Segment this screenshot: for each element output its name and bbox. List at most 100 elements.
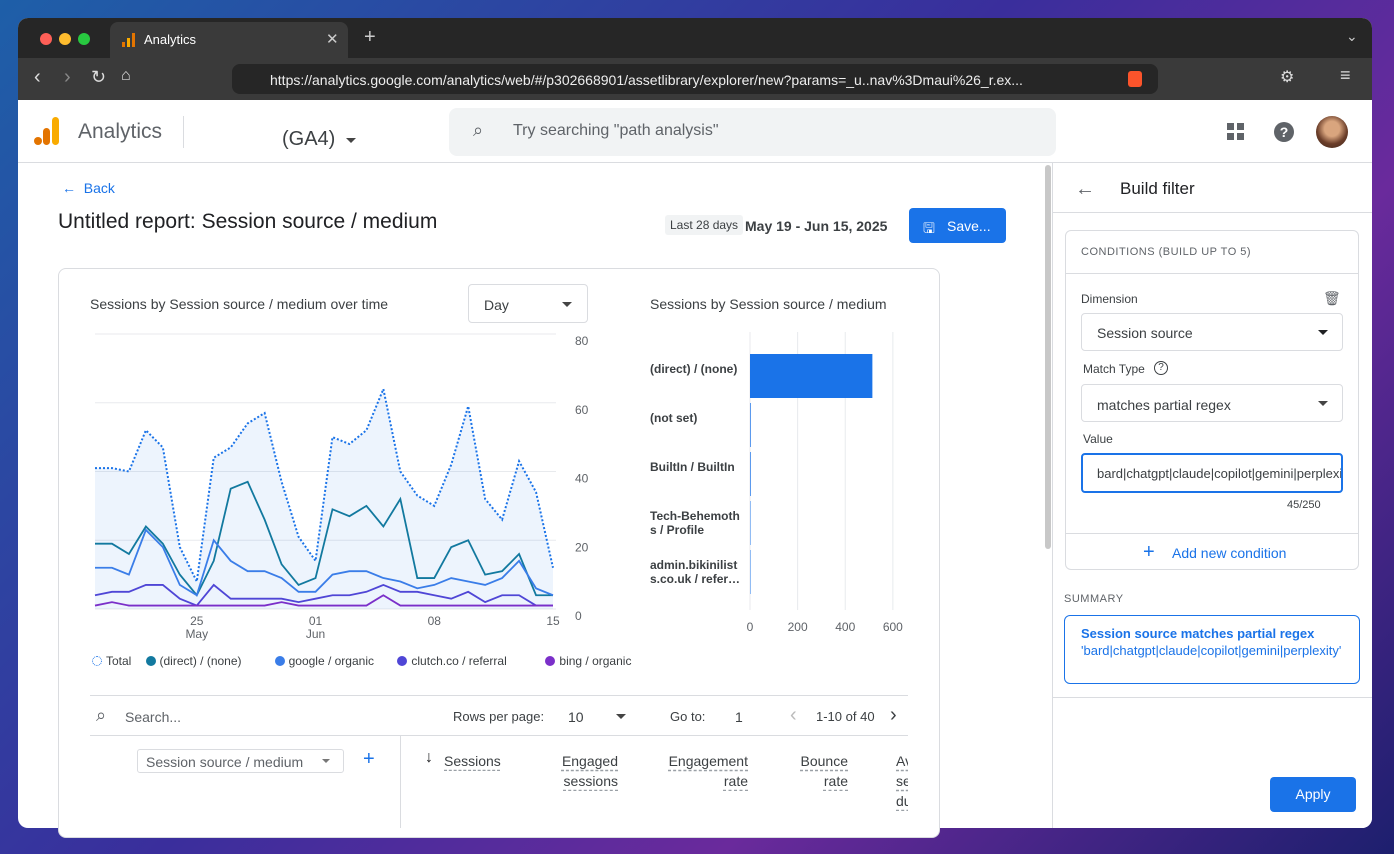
next-page[interactable]: › xyxy=(890,704,897,726)
bar-label: admin.bikinilists.co.uk / refer… xyxy=(650,558,741,586)
column-header[interactable]: Average session duration xyxy=(896,753,908,809)
app-header: Analytics (GA4) ⌕ Try searching "path an… xyxy=(18,100,1372,163)
table-search-icon: ⌕ xyxy=(96,705,107,725)
y-tick-label: 20 xyxy=(575,540,589,554)
help-icon[interactable]: ? xyxy=(1274,122,1294,142)
search-placeholder: Try searching "path analysis" xyxy=(513,122,719,139)
match-value: matches partial regex xyxy=(1097,397,1231,413)
home-btn[interactable]: ⌂ xyxy=(121,67,131,84)
legend-item: clutch.co / referral xyxy=(397,654,507,668)
back-link[interactable]: ← Back xyxy=(62,180,115,196)
column-header[interactable]: Engagement rate xyxy=(668,753,748,789)
sort-arrow: ↓ xyxy=(425,749,433,766)
apply-button[interactable]: Apply xyxy=(1270,777,1356,812)
y-tick-label: 40 xyxy=(575,472,589,486)
date-range[interactable]: May 19 - Jun 15, 2025 xyxy=(745,218,888,234)
back-btn[interactable]: ‹ xyxy=(34,66,41,88)
property[interactable]: (GA4) xyxy=(282,128,336,150)
scrollbar[interactable] xyxy=(1045,165,1051,549)
dimension-chip[interactable]: Session source / medium xyxy=(137,749,344,773)
legend-item: Total xyxy=(92,654,131,668)
series-line xyxy=(94,583,553,607)
summary-text: Session source matches partial regex xyxy=(1081,626,1315,641)
char-counter: 45/250 xyxy=(1287,499,1321,511)
panel-title: Build filter xyxy=(1120,179,1195,198)
bar xyxy=(750,452,751,496)
series-line xyxy=(95,480,553,597)
close-dot[interactable] xyxy=(40,33,52,45)
goto[interactable]: 1 xyxy=(735,709,743,725)
date-range-label: Last 28 days xyxy=(665,215,744,235)
dimension-label: Dimension xyxy=(1081,292,1138,306)
bar xyxy=(750,354,873,398)
column-header[interactable]: Sessions xyxy=(444,753,501,769)
match-type-label: Match Type xyxy=(1083,362,1145,376)
bar-label: (not set) xyxy=(650,411,698,425)
x-tick-label: 400 xyxy=(835,620,855,634)
legend-label: (direct) / (none) xyxy=(159,654,242,668)
menu[interactable]: ≡ xyxy=(1340,65,1351,85)
dimension-select[interactable]: Session source xyxy=(1081,313,1343,351)
search-icon: ⌕ xyxy=(473,120,484,140)
bar-label: BuiltIn / BuiltIn xyxy=(650,460,735,474)
save-button[interactable]: 🖫 Save... xyxy=(909,208,1006,243)
y-tick-label: 0 xyxy=(575,609,582,623)
apps-icon[interactable] xyxy=(1227,123,1245,141)
url: https://analytics.google.com/analytics/w… xyxy=(270,72,1023,88)
legend-swatch xyxy=(274,656,285,666)
url-bar[interactable]: https://analytics.google.com/analytics/w… xyxy=(232,64,1158,94)
search-box[interactable]: ⌕ Try searching "path analysis" xyxy=(449,108,1056,156)
condition-card xyxy=(1065,230,1359,570)
table-search[interactable]: Search... xyxy=(125,709,182,725)
legend-swatch xyxy=(145,656,156,666)
granularity-select[interactable]: Day xyxy=(468,284,588,323)
extensions[interactable]: ⚙ xyxy=(1280,69,1295,86)
tab-menu[interactable]: ⌄ xyxy=(1346,28,1358,44)
legend-label: clutch.co / referral xyxy=(411,654,507,668)
page-range: 1-10 of 40 xyxy=(816,709,875,724)
delete-icon[interactable]: 🗑 xyxy=(1323,290,1341,306)
back-text: Back xyxy=(83,180,115,196)
line-chart-title: Sessions by Session source / medium over… xyxy=(90,296,389,312)
dimension-name: Session source / medium xyxy=(146,754,304,770)
new-tab[interactable]: + xyxy=(364,26,376,48)
legend-swatch xyxy=(397,656,408,666)
panel-back[interactable]: ← xyxy=(1075,178,1095,200)
column-header[interactable]: Engaged sessions xyxy=(561,753,618,789)
match-select[interactable]: matches partial regex xyxy=(1081,384,1343,422)
max-dot[interactable] xyxy=(78,33,90,45)
reload-btn[interactable]: ↻ xyxy=(91,67,107,87)
brave-icon[interactable] xyxy=(1128,71,1142,87)
series-line xyxy=(95,385,554,585)
add-icon[interactable]: + xyxy=(1143,541,1155,563)
column-header[interactable]: Bounce rate xyxy=(800,753,848,789)
legend-swatch xyxy=(92,656,102,666)
bar-label: Tech-Behemoths / Profile xyxy=(650,509,740,537)
granularity: Day xyxy=(484,297,509,313)
apply-text: Apply xyxy=(1295,786,1331,802)
summary-value: 'bard|chatgpt|claude|copilot|gemini|perp… xyxy=(1081,643,1342,658)
tab-icon xyxy=(122,33,135,47)
match-help[interactable]: ? xyxy=(1154,361,1168,375)
series-line xyxy=(94,594,553,607)
rows-per-page[interactable]: 10 xyxy=(568,709,584,725)
x-tick-label: 15 xyxy=(546,614,560,628)
legend-label: Total xyxy=(106,654,132,668)
rows-label: Rows per page: xyxy=(453,709,545,724)
tab-title: Analytics xyxy=(144,32,197,47)
add-dimension[interactable]: + xyxy=(363,748,375,770)
tab[interactable]: Analytics ✕ xyxy=(110,22,348,58)
forward-btn[interactable]: › xyxy=(64,66,71,88)
min-dot[interactable] xyxy=(59,33,71,45)
add-condition[interactable]: Add new condition xyxy=(1172,545,1287,561)
legend-item: bing / organic xyxy=(545,654,631,668)
value-input[interactable]: bard|chatgpt|claude|copilot|gemini|perpl… xyxy=(1081,453,1343,493)
report-title: Untitled report: Session source / medium xyxy=(58,210,438,233)
legend-swatch xyxy=(545,656,556,666)
prev-page[interactable]: ‹ xyxy=(790,704,797,726)
avatar[interactable] xyxy=(1316,116,1348,148)
value-label: Value xyxy=(1083,432,1113,446)
tab-close[interactable]: ✕ xyxy=(326,31,339,48)
toolbar: ‹ › ↻ ⌂ https://analytics.google.com/ana… xyxy=(18,58,1372,100)
